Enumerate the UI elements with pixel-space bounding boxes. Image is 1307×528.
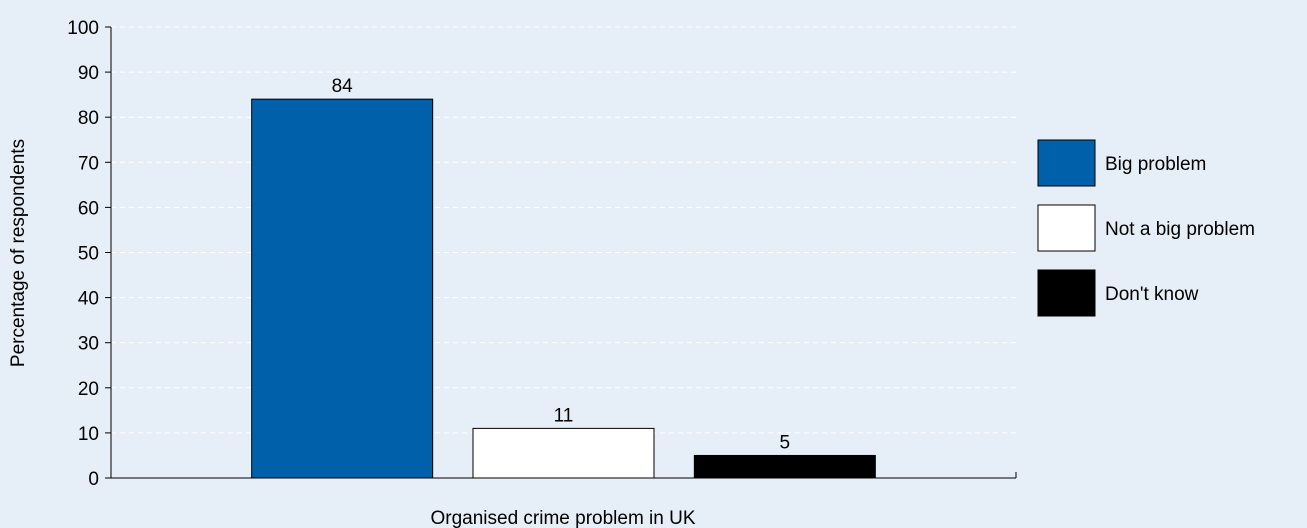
y-tick-label: 100 bbox=[67, 18, 99, 39]
bars bbox=[251, 98, 876, 479]
legend-label: Don't know bbox=[1105, 284, 1199, 305]
y-tick-label: 90 bbox=[78, 63, 99, 84]
axes: 0 10 20 30 40 50 60 70 80 90 100 bbox=[67, 18, 1017, 490]
y-tick-label: 0 bbox=[88, 469, 99, 490]
y-tick-label: 40 bbox=[78, 289, 99, 310]
y-tick-label: 10 bbox=[78, 424, 99, 445]
legend-swatch bbox=[1037, 269, 1096, 317]
y-tick-label: 20 bbox=[78, 379, 99, 400]
legend-swatch bbox=[1037, 204, 1096, 252]
y-axis-title: Percentage of respondents bbox=[8, 139, 29, 367]
y-tick-label: 80 bbox=[78, 108, 99, 129]
x-axis-title: Organised crime problem in UK bbox=[430, 508, 695, 528]
legend-label: Not a big problem bbox=[1105, 219, 1255, 240]
bar bbox=[251, 98, 434, 479]
data-labels: 84 11 5 bbox=[332, 76, 791, 453]
y-tick-label: 70 bbox=[78, 153, 99, 174]
y-tick-label: 30 bbox=[78, 334, 99, 355]
grid-lines bbox=[111, 26, 1016, 434]
bar-value-label: 11 bbox=[554, 405, 574, 426]
y-tick-label: 50 bbox=[78, 244, 99, 265]
legend-swatch bbox=[1037, 139, 1096, 187]
bar bbox=[693, 454, 876, 479]
legend: Big problem Not a big problem Don't know bbox=[1037, 139, 1255, 317]
legend-label: Big problem bbox=[1105, 154, 1206, 175]
y-tick-label: 60 bbox=[78, 198, 99, 219]
bar bbox=[472, 427, 655, 479]
bar-value-label: 84 bbox=[332, 76, 354, 97]
bar-value-label: 5 bbox=[780, 432, 791, 453]
